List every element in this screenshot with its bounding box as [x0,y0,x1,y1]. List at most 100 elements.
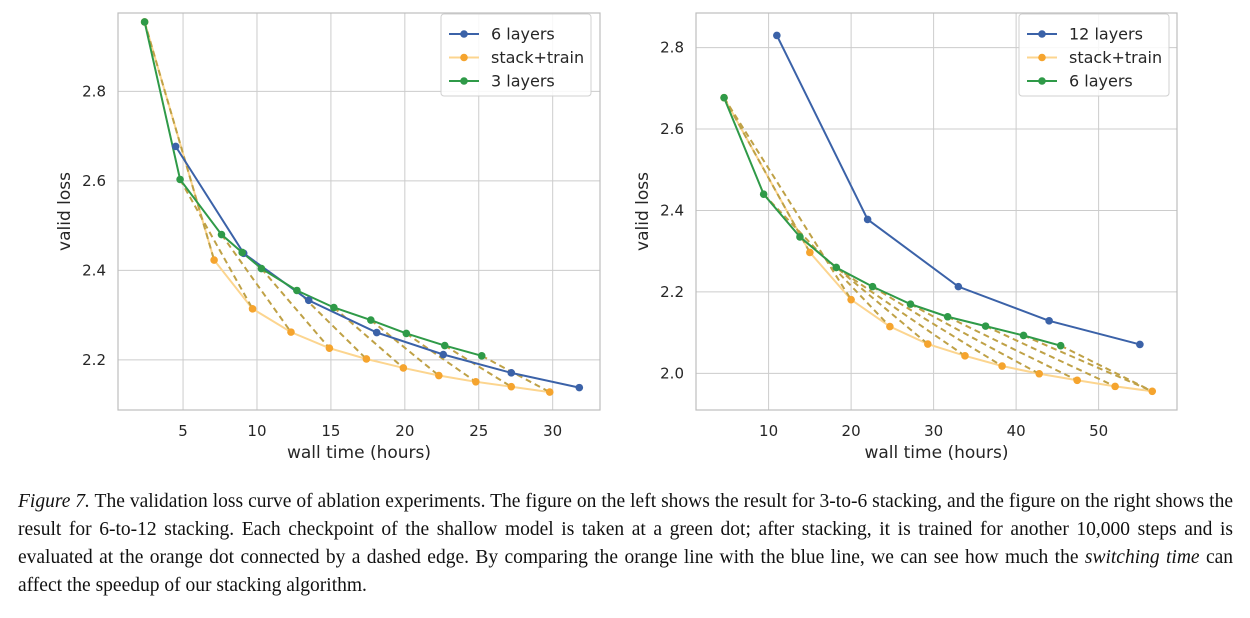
y-tick-label: 2.6 [660,120,684,138]
dashed-edge [444,344,512,388]
data-point-green [238,248,246,257]
x-tick-label: 15 [321,422,340,440]
data-point-green [440,341,449,350]
caption-text-part1: The validation loss curve of ablation ex… [18,491,1233,568]
data-point-green [981,322,990,330]
data-point-orange [1148,387,1157,396]
legend-swatch-marker [460,77,468,85]
x-tick-label: 25 [469,422,488,440]
dashed-edge [910,303,1040,375]
plot-frame [695,12,1178,411]
caption-figure-label: Figure 7. [18,491,90,512]
y-axis-label: valid loss [633,172,653,251]
y-tick-label: 2.0 [660,364,684,382]
data-point-orange [1035,369,1044,378]
dashed-edge [296,289,368,360]
dashed-edge [1023,334,1153,393]
x-tick-label: 20 [842,422,861,440]
data-point-orange [210,256,218,264]
data-point-orange [435,371,443,380]
x-tick-label: 10 [759,422,778,440]
data-point-blue [773,31,781,40]
dashed-edge [985,325,1116,388]
data-point-green [176,175,184,184]
data-point-orange [399,364,408,372]
data-point-blue [171,142,180,151]
x-tick-label: 50 [1089,422,1108,440]
data-point-green [796,233,804,241]
data-point-orange [998,362,1006,370]
data-point-orange [924,340,932,348]
data-point-orange [325,344,334,353]
data-point-orange [961,352,969,360]
legend-label: 6 layers [491,25,555,44]
caption-text-part2: can affect the speedup of our stacking a… [18,547,1233,596]
data-point-orange [362,355,371,363]
y-axis-label: valid loss [55,172,75,251]
data-point-orange [1073,376,1081,385]
x-tick-label: 10 [247,422,266,440]
legend: 6 layers stack+train 3 layers [440,13,592,97]
data-point-orange [806,248,814,257]
data-point-blue [954,282,963,291]
caption-emphasis: switching time [1084,547,1200,568]
x-axis-label: wall time (hours) [287,443,431,463]
y-tick-label: 2.2 [82,351,106,369]
data-point-green [832,263,841,272]
dashed-edge [481,354,551,393]
data-point-blue [507,369,516,377]
dashed-edge [143,21,216,261]
data-point-orange [472,378,480,386]
series-line-stack-train [723,97,1153,393]
data-point-green [868,282,877,291]
chart-panel-left: 5 10 15 20 25 30 2.2 2.4 2.6 2.8 wall time (hours)… [55,12,601,463]
x-tick-label: 40 [1007,422,1026,440]
legend-swatch-marker [460,53,468,62]
data-point-green [367,316,375,324]
data-point-orange [248,305,257,313]
data-point-green [943,312,952,321]
data-point-green [906,300,915,308]
data-point-green [1019,331,1028,340]
legend-label: 6 layers [1069,72,1133,91]
dashed-edge [405,332,477,383]
data-point-blue [1045,317,1053,325]
data-point-green [477,352,486,360]
legend-swatch-marker [1038,30,1046,38]
dashed-edge [260,267,331,349]
dashed-edge [947,315,1078,382]
data-point-blue [575,383,584,392]
legend-label: stack+train [1069,48,1162,67]
data-point-blue [863,215,872,224]
data-point-orange [287,328,295,336]
data-point-orange [507,382,516,391]
data-point-blue [372,328,381,337]
data-point-green [330,303,338,312]
data-point-orange [847,295,855,304]
plot-frame [117,12,601,411]
data-point-green [293,286,301,295]
x-tick-label: 5 [178,422,188,440]
figure-svg: 5 10 15 20 25 30 2.2 2.4 2.6 2.8 wall time (hours)… [55,12,1178,463]
y-tick-label: 2.4 [82,261,106,279]
data-point-orange [886,322,894,331]
dashed-edge [872,285,1003,367]
data-point-orange [545,388,554,396]
data-point-green [217,230,226,239]
legend-swatch-marker [460,30,468,38]
dashed-edge [799,236,929,345]
data-point-green [140,18,149,26]
series-line-6-layers [723,97,1061,347]
dashed-edge [723,97,852,301]
legend-label: 12 layers [1069,25,1143,44]
dashed-edge [179,179,254,310]
legend-swatch-marker [1038,53,1046,62]
dashed-edge [723,97,811,253]
legend: 12 layers stack+train 6 layers [1018,13,1170,97]
x-tick-label: 30 [543,422,562,440]
dashed-edge [1060,344,1153,393]
data-point-green [759,190,768,198]
data-point-blue [439,350,448,359]
y-tick-label: 2.8 [660,39,684,57]
series-line-6-layers [174,145,580,389]
